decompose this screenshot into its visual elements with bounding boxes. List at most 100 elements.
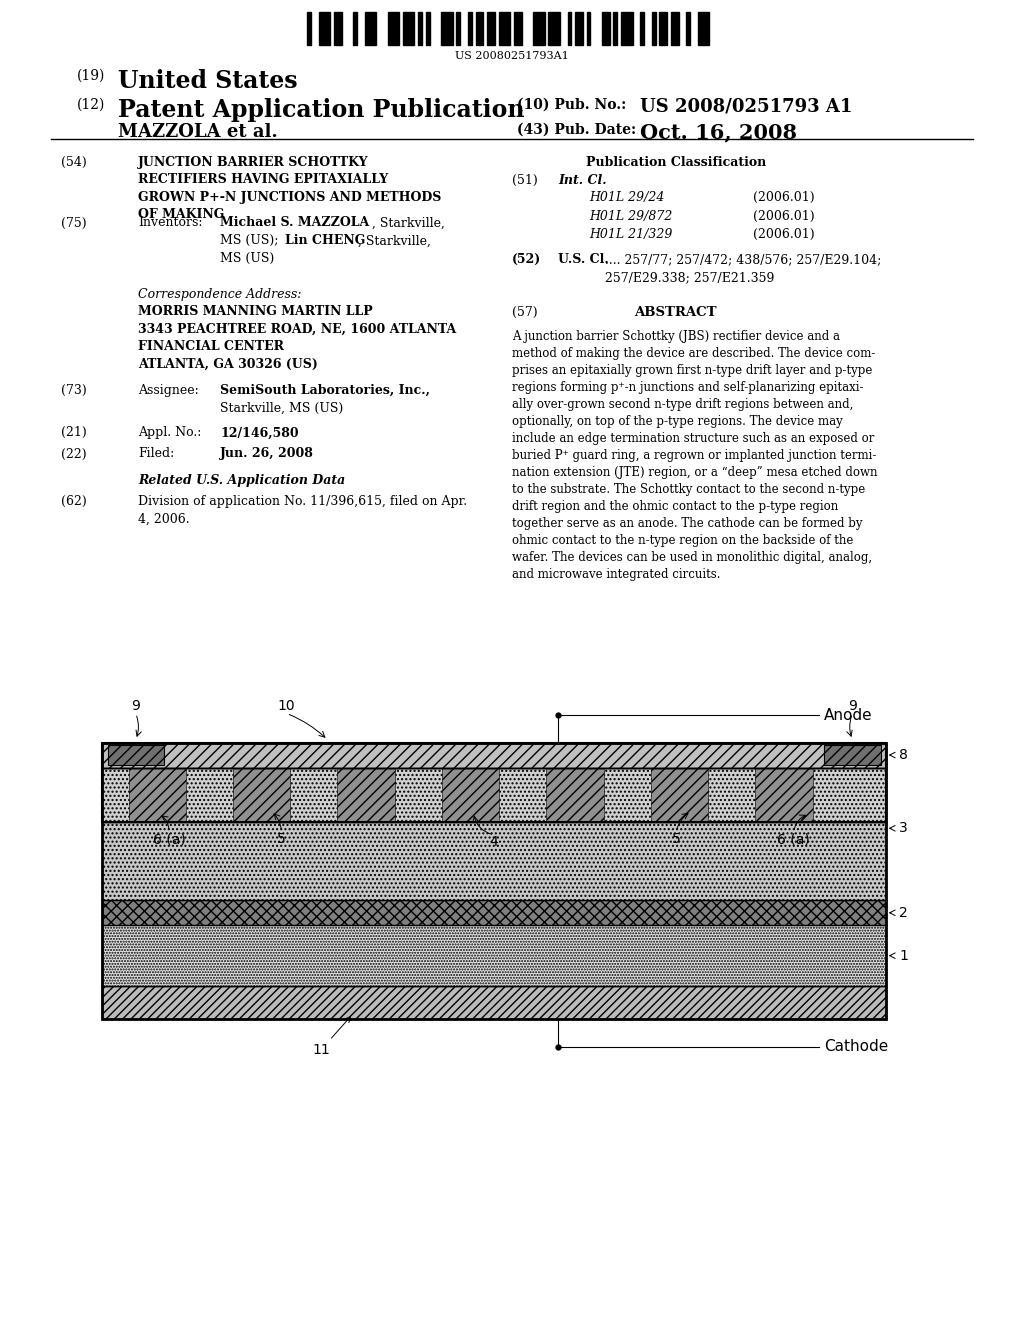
Text: H01L 29/872: H01L 29/872 xyxy=(589,210,672,223)
Text: (43) Pub. Date:: (43) Pub. Date: xyxy=(517,123,636,137)
Bar xyxy=(651,12,655,45)
Text: 6 (a): 6 (a) xyxy=(777,833,810,846)
Bar xyxy=(457,12,461,45)
Bar xyxy=(365,12,376,45)
Bar xyxy=(426,12,430,45)
Text: (52): (52) xyxy=(512,253,542,267)
Text: SemiSouth Laboratories, Inc.,: SemiSouth Laboratories, Inc., xyxy=(220,384,430,397)
Bar xyxy=(402,12,415,45)
Text: ABSTRACT: ABSTRACT xyxy=(635,306,717,319)
Text: , Starkville,: , Starkville, xyxy=(372,216,444,230)
Text: (21): (21) xyxy=(61,426,87,440)
Bar xyxy=(233,768,291,821)
Bar xyxy=(129,768,186,821)
Text: JUNCTION BARRIER SCHOTTKY
RECTIFIERS HAVING EPITAXIALLY
GROWN P+-N JUNCTIONS AND: JUNCTION BARRIER SCHOTTKY RECTIFIERS HAV… xyxy=(138,156,441,222)
Bar xyxy=(697,12,710,45)
Bar xyxy=(102,821,886,900)
Text: (19): (19) xyxy=(77,69,105,83)
Text: 11: 11 xyxy=(313,1043,331,1057)
Bar xyxy=(686,12,690,45)
Bar xyxy=(102,768,886,821)
Bar xyxy=(514,12,521,45)
Text: 3: 3 xyxy=(899,821,908,836)
Text: 10: 10 xyxy=(278,700,296,713)
Text: Anode: Anode xyxy=(824,708,872,723)
Text: MS (US);: MS (US); xyxy=(220,235,283,247)
Text: US 20080251793A1: US 20080251793A1 xyxy=(455,51,569,62)
Bar xyxy=(587,12,591,45)
Text: Int. Cl.: Int. Cl. xyxy=(558,174,606,187)
Text: 4: 4 xyxy=(489,836,499,849)
Text: Related U.S. Application Data: Related U.S. Application Data xyxy=(138,474,345,487)
Bar xyxy=(102,768,886,821)
Text: Assignee:: Assignee: xyxy=(138,384,199,397)
Text: United States: United States xyxy=(118,69,297,92)
Text: (57): (57) xyxy=(512,306,538,319)
Text: (54): (54) xyxy=(61,156,87,169)
Text: .... 257/77; 257/472; 438/576; 257/E29.104;
257/E29.338; 257/E21.359: .... 257/77; 257/472; 438/576; 257/E29.1… xyxy=(605,253,882,284)
Bar xyxy=(651,768,709,821)
Text: Appl. No.:: Appl. No.: xyxy=(138,426,202,440)
Text: (2006.01): (2006.01) xyxy=(753,191,814,205)
Text: Publication Classification: Publication Classification xyxy=(586,156,766,169)
Bar xyxy=(102,900,886,925)
Bar xyxy=(567,12,571,45)
Text: Patent Application Publication: Patent Application Publication xyxy=(118,98,524,121)
Text: (2006.01): (2006.01) xyxy=(753,228,814,242)
Text: Cathode: Cathode xyxy=(824,1039,889,1055)
Text: Jun. 26, 2008: Jun. 26, 2008 xyxy=(220,447,314,461)
Bar xyxy=(534,12,545,45)
Bar xyxy=(388,12,399,45)
Text: MORRIS MANNING MARTIN LLP
3343 PEACHTREE ROAD, NE, 1600 ATLANTA
FINANCIAL CENTER: MORRIS MANNING MARTIN LLP 3343 PEACHTREE… xyxy=(138,305,457,371)
Bar xyxy=(468,12,472,45)
Text: H01L 29/24: H01L 29/24 xyxy=(589,191,665,205)
Bar xyxy=(613,12,617,45)
Bar xyxy=(487,12,495,45)
Text: MAZZOLA et al.: MAZZOLA et al. xyxy=(118,123,278,141)
Text: 6 (a): 6 (a) xyxy=(153,833,185,846)
Bar xyxy=(108,744,164,766)
Bar xyxy=(353,12,357,45)
Bar xyxy=(102,742,886,821)
Text: Division of application No. 11/396,615, filed on Apr.
4, 2006.: Division of application No. 11/396,615, … xyxy=(138,495,467,525)
Text: (62): (62) xyxy=(61,495,87,508)
Text: Oct. 16, 2008: Oct. 16, 2008 xyxy=(640,123,797,143)
Text: (22): (22) xyxy=(61,447,87,461)
Bar xyxy=(334,12,342,45)
Text: 12/146,580: 12/146,580 xyxy=(220,426,299,440)
Text: Inventors:: Inventors: xyxy=(138,216,203,230)
Bar xyxy=(602,12,609,45)
Bar xyxy=(549,12,560,45)
Bar xyxy=(102,986,886,1019)
Text: 5: 5 xyxy=(672,833,680,846)
Text: Correspondence Address:: Correspondence Address: xyxy=(138,288,302,301)
Text: A junction barrier Schottky (JBS) rectifier device and a
method of making the de: A junction barrier Schottky (JBS) rectif… xyxy=(512,330,878,581)
Bar xyxy=(318,12,330,45)
Bar xyxy=(418,12,422,45)
Text: H01L 21/329: H01L 21/329 xyxy=(589,228,672,242)
Text: U.S. Cl.: U.S. Cl. xyxy=(558,253,609,267)
Bar xyxy=(622,12,633,45)
Bar xyxy=(671,12,679,45)
Bar xyxy=(338,768,395,821)
Text: 9: 9 xyxy=(848,700,857,713)
Bar xyxy=(102,742,886,768)
Text: (75): (75) xyxy=(61,216,87,230)
Text: 5: 5 xyxy=(278,833,286,846)
Text: Filed:: Filed: xyxy=(138,447,174,461)
Bar xyxy=(640,12,644,45)
Text: (73): (73) xyxy=(61,384,87,397)
Text: MS (US): MS (US) xyxy=(220,252,274,265)
Text: Starkville, MS (US): Starkville, MS (US) xyxy=(220,401,343,414)
Bar xyxy=(475,12,483,45)
Bar xyxy=(756,768,813,821)
Text: Michael S. MAZZOLA: Michael S. MAZZOLA xyxy=(220,216,370,230)
Bar xyxy=(441,12,453,45)
Bar xyxy=(102,742,886,1019)
Text: (12): (12) xyxy=(77,98,105,112)
Text: 9: 9 xyxy=(131,700,140,713)
Bar xyxy=(442,768,500,821)
Text: , Starkville,: , Starkville, xyxy=(358,235,431,247)
Bar xyxy=(575,12,583,45)
Bar xyxy=(102,742,886,768)
